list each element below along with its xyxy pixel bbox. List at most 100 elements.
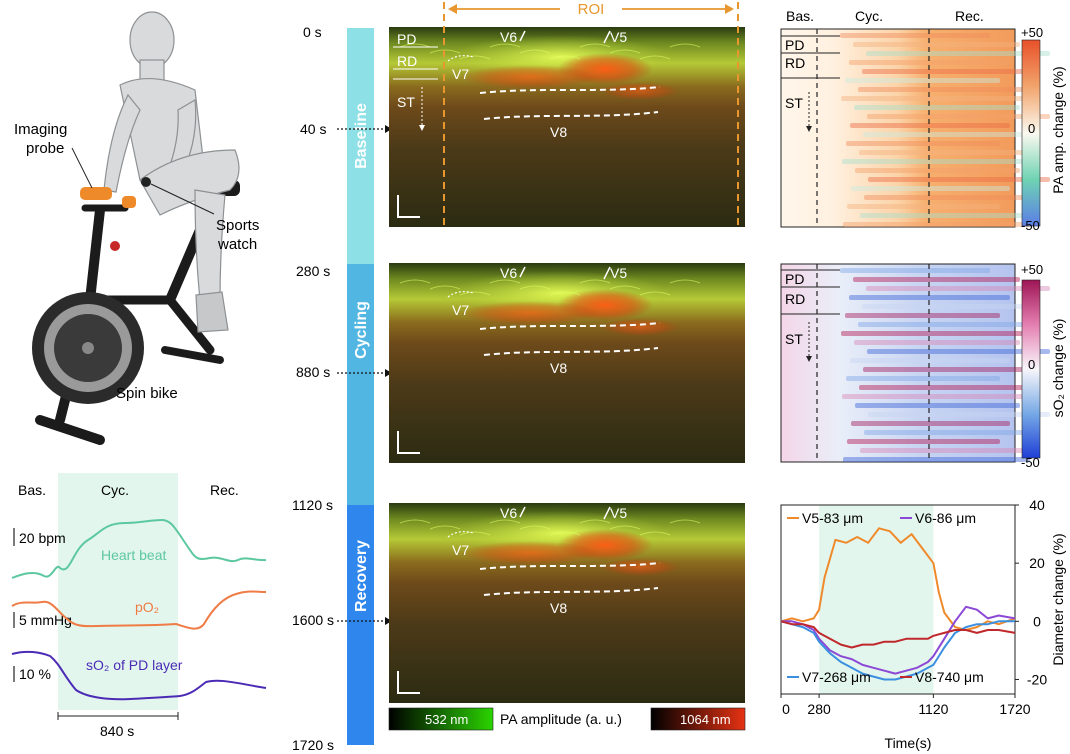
timeline: Baseline Cycling Recovery 0 s 40 s 280 s… (292, 24, 392, 753)
scale-bar (397, 195, 420, 218)
hm-so2-layer-rd: RD (785, 291, 805, 307)
x-tick-label: 1120 (918, 701, 948, 717)
vessel-outline-upper (479, 86, 661, 94)
recovery-segment (347, 505, 374, 745)
y-axis-label: Diameter change (%) (1050, 533, 1066, 665)
x-axis-label: Time(s) (885, 735, 932, 751)
baseline-segment (347, 28, 374, 264)
hm-pa-layer-pd: PD (785, 37, 804, 53)
duration-label: 840 s (100, 723, 134, 739)
heart-beat-trace (11, 518, 267, 579)
vessel-label-v6: V6 (500, 265, 517, 281)
tick-1600s: 1600 s (292, 612, 334, 628)
hm-pa-zero: 0 (1028, 121, 1035, 136)
scale-bar (397, 671, 420, 694)
tick-1720s: 1720 s (292, 737, 334, 753)
probe-label-line1: Imaging (14, 121, 67, 138)
vessel-outline-lower (483, 111, 659, 120)
pa-images: V6 V5 V7 V8 PD RD ST V6 V5 V7 V8 V6 V5 V7 V8 (389, 27, 745, 703)
hm-pa-axis-label: PA amp. change (%) (1050, 66, 1066, 193)
rider-body-drawing (103, 11, 240, 333)
vessel-label-v7: V7 (452, 66, 469, 82)
vessel-label-v5: V5 (610, 29, 627, 45)
vessel-label-v6: V6 (500, 505, 517, 521)
pa-frame-0: V6 V5 V7 V8 PD RD ST (389, 27, 745, 227)
vessel-outline-lower (483, 587, 659, 596)
legend-label-1: V6-86 μm (915, 510, 976, 526)
watch-label-line1: Sports (216, 217, 259, 234)
y-tick-label: -20 (1027, 671, 1047, 687)
vessel-outline-upper (479, 562, 661, 570)
rider-illustration: Imaging probe Sports watch Spin bike (14, 11, 259, 445)
vessel-label-v7: V7 (452, 542, 469, 558)
vessel-outline-lower (483, 347, 659, 356)
diameter-chart: 0 280 1120 1720 40 20 0 -20 Time(s) Diameter chan… (780, 497, 1066, 751)
pa-frame-2: V6 V5 V7 V8 (389, 503, 745, 703)
roi-marker: ROI (443, 0, 739, 226)
tick-880s: 880 s (296, 364, 330, 380)
cbar-pa-amplitude: PA amplitude (a. u.) (500, 711, 622, 727)
legend-label-0: V5-83 μm (802, 510, 863, 526)
x-tick-label: 0 (782, 701, 790, 717)
hm-so2-min: -50 (1021, 455, 1040, 470)
so2-pd-trace (11, 650, 267, 701)
vitals-phase-cycling: Cyc. (101, 482, 129, 498)
hr-scale-label: 20 bpm (19, 530, 66, 546)
hm-so2-layer-pd: PD (785, 271, 804, 287)
hm-pa-phase-cycling: Cyc. (855, 8, 883, 24)
so2-scale-label: 10 % (19, 666, 51, 682)
hm-so2-max: +50 (1021, 262, 1043, 277)
pa-layer-st: ST (397, 94, 415, 110)
vessel-label-v8: V8 (550, 600, 567, 616)
baseline-phase-label: Baseline (353, 103, 370, 169)
pa-colorbar: 532 nm PA amplitude (a. u.) 1064 nm (388, 707, 746, 731)
y-tick-label: 20 (1029, 555, 1045, 571)
bike-label: Spin bike (116, 385, 178, 402)
vessel-label-v8: V8 (550, 360, 567, 376)
po2-label: pO₂ (135, 599, 159, 615)
vitals-phase-baseline: Bas. (18, 482, 46, 498)
series-line-3 (780, 620, 1016, 649)
legend-label-3: V8-740 μm (915, 669, 984, 685)
cbar-532nm: 532 nm (425, 712, 468, 727)
scale-bar (397, 431, 420, 454)
cycling-segment (347, 264, 374, 505)
pa-layer-rd: RD (397, 53, 417, 69)
vessel-label-v5: V5 (610, 505, 627, 521)
cycling-shade (58, 473, 178, 710)
po2-trace (11, 590, 267, 630)
hm-pa-phase-baseline: Bas. (786, 8, 814, 24)
vessel-label-v5: V5 (610, 265, 627, 281)
x-tick-label: 280 (807, 701, 831, 717)
pa-frame-1: V6 V5 V7 V8 (389, 263, 745, 463)
watch-label-line2: watch (217, 236, 257, 253)
probe-label-line2: probe (26, 140, 64, 157)
pa-change-heatmap: Bas. Cyc. Rec. PD RD ST +50 0 -50 PA amp… (780, 8, 1066, 233)
sports-watch-drawing (141, 177, 151, 187)
vessel-label-v8: V8 (550, 124, 567, 140)
hm-pa-layer-st: ST (785, 95, 803, 111)
hm-so2-axis-label: sO₂ change (%) (1050, 319, 1066, 418)
imaging-probe-drawing (80, 187, 112, 200)
legend-label-2: V7-268 μm (802, 669, 871, 685)
hm-pa-max: +50 (1021, 25, 1043, 40)
roi-label: ROI (578, 1, 605, 18)
vessel-label-v6: V6 (500, 29, 517, 45)
cbar-1064nm: 1064 nm (680, 712, 731, 727)
vessel-label-v7: V7 (452, 302, 469, 318)
vitals-panel: Bas. Cyc. Rec. 20 bpm Heart beat 5 mmHg … (11, 473, 267, 739)
so2-pd-label: sO₂ of PD layer (86, 657, 183, 673)
hm-so2-layer-st: ST (785, 331, 803, 347)
hm-pa-layer-rd: RD (785, 55, 805, 71)
hm-pa-phase-recovery: Rec. (955, 8, 984, 24)
tick-1120s: 1120 s (292, 497, 333, 513)
tick-40s: 40 s (300, 121, 326, 137)
heart-beat-label: Heart beat (101, 547, 166, 563)
series-line-2 (780, 620, 1015, 681)
vessel-outline-upper (479, 322, 661, 330)
po2-scale-label: 5 mmHg (19, 612, 72, 628)
recovery-phase-label: Recovery (353, 540, 370, 612)
tick-280s: 280 s (296, 263, 330, 279)
